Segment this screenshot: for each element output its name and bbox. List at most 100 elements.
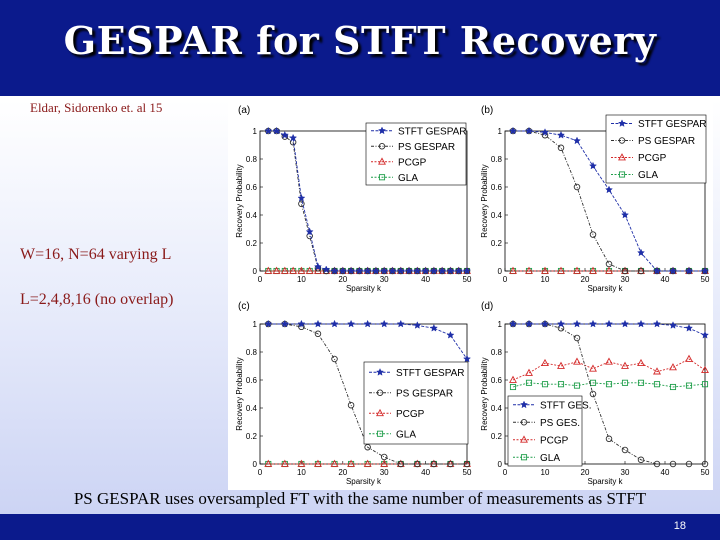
legend-box (363, 361, 469, 445)
data-point (322, 265, 331, 274)
data-point (541, 358, 549, 367)
data-point (541, 381, 549, 388)
legend: STFT GESPAR PS GESPAR PCGP GLA (363, 361, 469, 445)
x-tick-label: 50 (463, 468, 472, 477)
data-point (636, 319, 646, 328)
data-point (380, 453, 388, 461)
data-point (525, 379, 533, 386)
y-tick-label: 0.4 (246, 404, 258, 413)
legend: STFT GESPAR PS GESPAR PCGP GLA (605, 114, 707, 184)
legend-marker (520, 454, 528, 461)
data-point (589, 379, 597, 386)
data-point (508, 319, 518, 328)
data-point (396, 319, 405, 328)
data-point (380, 319, 389, 328)
data-point (669, 363, 677, 371)
data-point (330, 266, 339, 275)
legend: STFT GESPAR PS GESPAR PCGP GLA (365, 122, 467, 186)
y-tick-label: 0.2 (246, 239, 258, 248)
data-point (589, 266, 597, 274)
legend-label: PS GESPAR (638, 136, 695, 147)
x-tick-label: 20 (581, 275, 590, 284)
data-point (668, 321, 678, 329)
legend-marker (376, 368, 384, 376)
data-point (430, 460, 438, 468)
y-tick-label: 0 (253, 267, 258, 276)
y-tick-label: 0 (498, 460, 503, 469)
x-tick-label: 10 (297, 468, 306, 477)
legend-label: GLA (398, 173, 418, 184)
data-point (557, 266, 565, 274)
data-point (685, 354, 693, 362)
data-point (604, 185, 614, 194)
data-point (557, 381, 565, 388)
legend-label: GLA (396, 429, 416, 440)
citation: Eldar, Sidorenko et. al 15 (30, 100, 163, 115)
data-point (413, 321, 422, 329)
data-point (573, 266, 581, 274)
legend-marker (520, 400, 528, 409)
legend-label: GLA (638, 170, 658, 181)
data-point (380, 266, 389, 275)
y-tick-label: 0.2 (246, 432, 258, 441)
data-point (272, 266, 281, 274)
x-tick-label: 0 (503, 275, 508, 284)
data-point (653, 367, 661, 375)
data-point (429, 323, 438, 332)
data-point (509, 375, 517, 383)
data-point (313, 319, 323, 328)
data-point (701, 460, 709, 468)
data-point (297, 266, 306, 274)
data-point (668, 266, 678, 275)
data-point (297, 459, 306, 467)
x-axis-label: Sparsity k (587, 477, 623, 486)
data-point (297, 319, 306, 328)
data-point (525, 368, 533, 376)
data-point (330, 459, 339, 467)
x-axis-label: Sparsity k (346, 284, 382, 293)
data-point (355, 266, 364, 275)
data-point (540, 319, 550, 328)
y-tick-label: 0.6 (491, 183, 503, 192)
data-point (605, 357, 613, 365)
legend-label: STFT GESPAR (396, 368, 465, 379)
legend-label: PCGP (396, 409, 425, 420)
legend-marker (618, 137, 626, 144)
data-point (605, 435, 613, 443)
data-point (289, 133, 298, 142)
data-point (701, 365, 709, 374)
x-tick-label: 40 (421, 468, 430, 477)
x-tick-label: 50 (701, 468, 710, 477)
series-line (268, 323, 467, 465)
data-point (330, 319, 339, 328)
data-point (396, 266, 405, 275)
data-point (589, 364, 597, 372)
data-point (589, 390, 597, 398)
data-point (463, 460, 471, 468)
y-axis-label: Recovery Probability (480, 164, 489, 237)
data-point (509, 383, 517, 391)
series-2 (509, 354, 709, 383)
y-axis-label: Recovery Probability (235, 164, 244, 237)
title-bar (0, 0, 720, 96)
x-tick-label: 40 (661, 275, 670, 284)
legend-marker (378, 143, 386, 150)
x-tick-label: 10 (541, 275, 550, 284)
legend-label: PS GES. (540, 418, 580, 429)
data-point (573, 334, 581, 342)
x-tick-label: 30 (621, 275, 630, 284)
y-axis-label: Recovery Probability (480, 357, 489, 430)
series-3 (509, 379, 709, 391)
y-tick-label: 0.6 (246, 183, 258, 192)
data-point (621, 446, 629, 454)
x-tick-label: 20 (338, 275, 347, 284)
data-point (605, 260, 613, 268)
data-point (264, 319, 273, 328)
x-tick-label: 10 (297, 275, 306, 284)
y-tick-label: 0.6 (491, 376, 503, 385)
panel-letter: (a) (238, 105, 250, 116)
data-point (637, 379, 645, 386)
legend-marker (376, 389, 384, 396)
parameter-note-window: W=16, N=64 varying L (20, 246, 172, 263)
data-point (700, 266, 710, 275)
